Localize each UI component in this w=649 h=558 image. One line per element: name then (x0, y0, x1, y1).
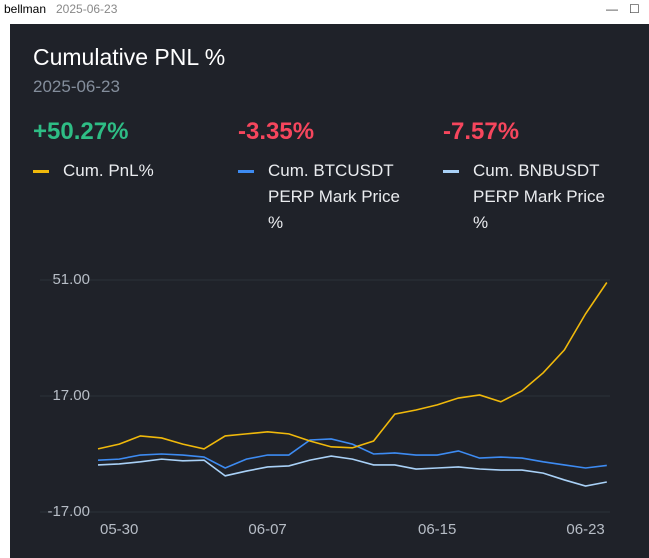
legend-swatch (238, 170, 254, 173)
chart: -17.00 17.00 51.00 05-30 06-07 06-15 06-23 (40, 271, 610, 538)
legend-entry: Cum. BNBUSDT PERP Mark Price % (443, 158, 623, 236)
headline-value: -7.57% (443, 118, 520, 145)
headline-value: +50.27% (33, 118, 129, 145)
legend-entry: Cum. BTCUSDT PERP Mark Price % (238, 158, 418, 236)
headline-value: -3.35% (238, 118, 315, 145)
series-line (97, 282, 608, 450)
x-tick-label: 05-30 (100, 521, 138, 538)
legend-swatch (443, 170, 459, 173)
series-line (97, 455, 607, 487)
x-tick-label: 06-23 (566, 521, 604, 538)
window-title: bellman (4, 2, 47, 16)
y-tick-label: -17.00 (47, 503, 90, 520)
series-line (97, 438, 607, 469)
window-subtitle: 2025-06-23 (56, 2, 118, 16)
x-tick-label: 06-15 (418, 521, 456, 538)
legend-entry: Cum. PnL% (33, 158, 213, 184)
chart-subtitle: 2025-06-23 (33, 77, 120, 96)
x-tick-label: 06-07 (248, 521, 286, 538)
legend-swatch (33, 170, 49, 173)
chart-panel: Cumulative PNL % 2025-06-23 -17.00 17.00 5… (10, 24, 649, 558)
maximize-button[interactable]: ☐ (629, 2, 640, 16)
minimize-button[interactable]: — (606, 2, 618, 16)
title-bar: bellman 2025-06-23 — ☐ (0, 0, 649, 20)
y-tick-label: 51.00 (52, 271, 90, 288)
y-tick-label: 17.00 (52, 387, 90, 404)
chart-title: Cumulative PNL % (33, 44, 226, 70)
